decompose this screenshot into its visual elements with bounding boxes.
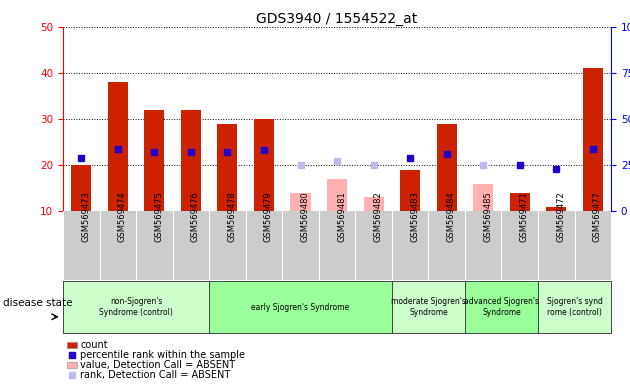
- Bar: [63, 281, 209, 333]
- Text: GSM569476: GSM569476: [191, 191, 200, 242]
- Bar: [510, 193, 530, 211]
- Bar: [327, 179, 347, 211]
- Text: GSM569481: GSM569481: [337, 191, 346, 242]
- Bar: [538, 281, 611, 333]
- Title: GDS3940 / 1554522_at: GDS3940 / 1554522_at: [256, 12, 418, 26]
- Bar: [108, 82, 128, 211]
- Bar: [392, 281, 465, 333]
- Bar: [437, 124, 457, 211]
- Text: GSM569471: GSM569471: [520, 191, 529, 242]
- Text: non-Sjogren's
Syndrome (control): non-Sjogren's Syndrome (control): [99, 298, 173, 317]
- Text: GSM569480: GSM569480: [301, 191, 309, 242]
- Bar: [254, 119, 274, 211]
- Text: GSM569478: GSM569478: [227, 191, 236, 242]
- Text: advanced Sjogren's
Syndrome: advanced Sjogren's Syndrome: [464, 298, 539, 317]
- Text: GSM569482: GSM569482: [374, 191, 382, 242]
- Text: GSM569477: GSM569477: [593, 191, 602, 242]
- Bar: [473, 184, 493, 211]
- Bar: [400, 170, 420, 211]
- Text: value, Detection Call = ABSENT: value, Detection Call = ABSENT: [80, 360, 235, 370]
- Text: GSM569485: GSM569485: [483, 191, 492, 242]
- Text: GSM569472: GSM569472: [556, 191, 565, 242]
- Text: count: count: [80, 340, 108, 350]
- Text: rank, Detection Call = ABSENT: rank, Detection Call = ABSENT: [80, 370, 230, 380]
- Text: GSM569474: GSM569474: [118, 191, 127, 242]
- Bar: [144, 110, 164, 211]
- Bar: [546, 207, 566, 211]
- Bar: [364, 197, 384, 211]
- Bar: [209, 281, 392, 333]
- Bar: [217, 124, 238, 211]
- Text: GSM569484: GSM569484: [447, 191, 455, 242]
- Bar: [290, 193, 311, 211]
- Text: GSM569483: GSM569483: [410, 191, 419, 242]
- Text: GSM569479: GSM569479: [264, 191, 273, 242]
- Text: Sjogren's synd
rome (control): Sjogren's synd rome (control): [547, 298, 602, 317]
- Text: GSM569473: GSM569473: [81, 191, 90, 242]
- Text: early Sjogren's Syndrome: early Sjogren's Syndrome: [251, 303, 350, 312]
- Bar: [181, 110, 201, 211]
- Bar: [71, 165, 91, 211]
- Text: moderate Sjogren's
Syndrome: moderate Sjogren's Syndrome: [391, 298, 466, 317]
- Text: disease state: disease state: [3, 298, 72, 308]
- Text: percentile rank within the sample: percentile rank within the sample: [80, 350, 245, 360]
- Text: GSM569475: GSM569475: [154, 191, 163, 242]
- Bar: [583, 68, 603, 211]
- Bar: [465, 281, 538, 333]
